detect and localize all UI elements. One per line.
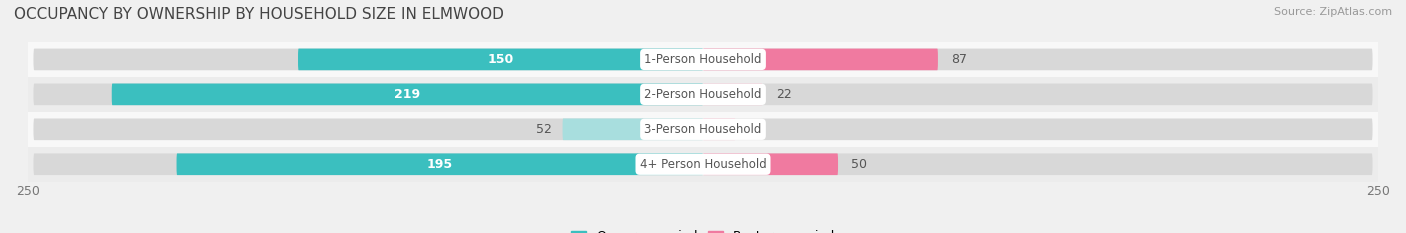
Bar <box>28 112 1378 147</box>
FancyBboxPatch shape <box>703 84 762 105</box>
FancyBboxPatch shape <box>34 84 1372 105</box>
Text: 1-Person Household: 1-Person Household <box>644 53 762 66</box>
Bar <box>28 147 1378 182</box>
Bar <box>28 77 1378 112</box>
Text: Source: ZipAtlas.com: Source: ZipAtlas.com <box>1274 7 1392 17</box>
FancyBboxPatch shape <box>34 118 1372 140</box>
Text: 22: 22 <box>776 88 792 101</box>
FancyBboxPatch shape <box>703 118 735 140</box>
Bar <box>28 42 1378 77</box>
FancyBboxPatch shape <box>177 154 703 175</box>
Text: 150: 150 <box>488 53 513 66</box>
Text: 87: 87 <box>952 53 967 66</box>
Text: 50: 50 <box>852 158 868 171</box>
FancyBboxPatch shape <box>34 154 1372 175</box>
Text: 2-Person Household: 2-Person Household <box>644 88 762 101</box>
FancyBboxPatch shape <box>703 154 838 175</box>
Text: 3-Person Household: 3-Person Household <box>644 123 762 136</box>
FancyBboxPatch shape <box>562 118 703 140</box>
Text: 12: 12 <box>749 123 765 136</box>
Text: 195: 195 <box>427 158 453 171</box>
FancyBboxPatch shape <box>703 49 938 70</box>
Text: 4+ Person Household: 4+ Person Household <box>640 158 766 171</box>
Legend: Owner-occupied, Renter-occupied: Owner-occupied, Renter-occupied <box>567 225 839 233</box>
FancyBboxPatch shape <box>298 49 703 70</box>
Text: OCCUPANCY BY OWNERSHIP BY HOUSEHOLD SIZE IN ELMWOOD: OCCUPANCY BY OWNERSHIP BY HOUSEHOLD SIZE… <box>14 7 503 22</box>
Text: 52: 52 <box>536 123 551 136</box>
FancyBboxPatch shape <box>34 49 1372 70</box>
Text: 219: 219 <box>394 88 420 101</box>
FancyBboxPatch shape <box>111 84 703 105</box>
